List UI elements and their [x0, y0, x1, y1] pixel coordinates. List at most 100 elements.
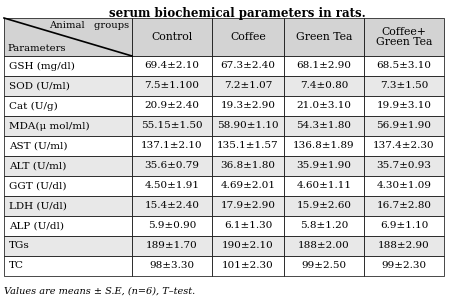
Bar: [4, 56, 132, 76]
Bar: [284, 116, 364, 136]
Bar: [364, 156, 444, 176]
Text: Parameters: Parameters: [7, 44, 65, 53]
Bar: [4, 196, 132, 216]
Bar: [132, 116, 212, 136]
Bar: [212, 56, 284, 76]
Text: LDH (U/dl): LDH (U/dl): [9, 201, 67, 210]
Text: GSH (mg/dl): GSH (mg/dl): [9, 61, 75, 71]
Bar: [132, 56, 212, 76]
Bar: [212, 216, 284, 236]
Bar: [4, 76, 132, 96]
Bar: [132, 136, 212, 156]
Text: Coffee+
Green Tea: Coffee+ Green Tea: [376, 27, 432, 47]
Text: 68.1±2.90: 68.1±2.90: [297, 62, 352, 70]
Text: 68.5±3.10: 68.5±3.10: [376, 62, 431, 70]
Bar: [364, 116, 444, 136]
Text: TGs: TGs: [9, 242, 30, 250]
Text: 98±3.30: 98±3.30: [149, 262, 194, 271]
Text: AST (U/ml): AST (U/ml): [9, 142, 67, 150]
Bar: [212, 76, 284, 96]
Text: 137.1±2.10: 137.1±2.10: [141, 142, 203, 150]
Text: 35.7±0.93: 35.7±0.93: [376, 162, 431, 171]
Text: 4.30±1.09: 4.30±1.09: [376, 182, 431, 191]
Bar: [284, 236, 364, 256]
Text: Coffee: Coffee: [230, 32, 266, 42]
Bar: [364, 18, 444, 56]
Text: serum biochemical parameters in rats.: serum biochemical parameters in rats.: [109, 7, 365, 20]
Bar: [4, 236, 132, 256]
Text: 99±2.30: 99±2.30: [382, 262, 427, 271]
Bar: [284, 96, 364, 116]
Bar: [4, 176, 132, 196]
Bar: [4, 96, 132, 116]
Bar: [132, 176, 212, 196]
Text: TC: TC: [9, 262, 24, 271]
Bar: [364, 136, 444, 156]
Text: 135.1±1.57: 135.1±1.57: [217, 142, 279, 150]
Text: 189±1.70: 189±1.70: [146, 242, 198, 250]
Text: Control: Control: [151, 32, 192, 42]
Text: Cat (U/g): Cat (U/g): [9, 101, 58, 111]
Bar: [212, 176, 284, 196]
Text: 99±2.50: 99±2.50: [301, 262, 346, 271]
Text: 67.3±2.40: 67.3±2.40: [220, 62, 275, 70]
Bar: [212, 136, 284, 156]
Text: 54.3±1.80: 54.3±1.80: [297, 121, 352, 130]
Text: 15.4±2.40: 15.4±2.40: [145, 201, 200, 210]
Text: 4.50±1.91: 4.50±1.91: [145, 182, 200, 191]
Text: 101±2.30: 101±2.30: [222, 262, 274, 271]
Text: 36.8±1.80: 36.8±1.80: [220, 162, 275, 171]
Bar: [364, 96, 444, 116]
Bar: [212, 18, 284, 56]
Text: Values are means ± S.E, (n=6), T–test.: Values are means ± S.E, (n=6), T–test.: [4, 287, 195, 296]
Bar: [364, 236, 444, 256]
Bar: [364, 176, 444, 196]
Bar: [4, 256, 132, 276]
Text: 4.60±1.11: 4.60±1.11: [297, 182, 352, 191]
Text: 16.7±2.80: 16.7±2.80: [376, 201, 431, 210]
Bar: [4, 216, 132, 236]
Bar: [284, 76, 364, 96]
Text: 55.15±1.50: 55.15±1.50: [141, 121, 203, 130]
Text: 136.8±1.89: 136.8±1.89: [293, 142, 355, 150]
Text: 6.9±1.10: 6.9±1.10: [380, 221, 428, 230]
Text: 35.9±1.90: 35.9±1.90: [297, 162, 352, 171]
Bar: [4, 136, 132, 156]
Bar: [364, 256, 444, 276]
Bar: [212, 116, 284, 136]
Text: ALP (U/dl): ALP (U/dl): [9, 221, 64, 230]
Text: Green Tea: Green Tea: [296, 32, 352, 42]
Text: 190±2.10: 190±2.10: [222, 242, 274, 250]
Bar: [284, 156, 364, 176]
Bar: [364, 216, 444, 236]
Bar: [284, 256, 364, 276]
Text: 56.9±1.90: 56.9±1.90: [376, 121, 431, 130]
Bar: [132, 216, 212, 236]
Text: 188±2.00: 188±2.00: [298, 242, 350, 250]
Bar: [212, 256, 284, 276]
Text: Animal   groups: Animal groups: [49, 21, 129, 30]
Text: 15.9±2.60: 15.9±2.60: [297, 201, 352, 210]
Text: 19.3±2.90: 19.3±2.90: [220, 101, 275, 111]
Bar: [132, 96, 212, 116]
Bar: [284, 176, 364, 196]
Bar: [284, 136, 364, 156]
Bar: [4, 156, 132, 176]
Bar: [212, 96, 284, 116]
Text: MDA(μ mol/ml): MDA(μ mol/ml): [9, 121, 90, 130]
Text: 21.0±3.10: 21.0±3.10: [297, 101, 352, 111]
Bar: [364, 196, 444, 216]
Text: 7.5±1.100: 7.5±1.100: [145, 82, 200, 91]
Text: 4.69±2.01: 4.69±2.01: [220, 182, 275, 191]
Bar: [4, 116, 132, 136]
Bar: [284, 18, 364, 56]
Text: 7.2±1.07: 7.2±1.07: [224, 82, 272, 91]
Text: 5.8±1.20: 5.8±1.20: [300, 221, 348, 230]
Bar: [132, 196, 212, 216]
Text: GGT (U/dl): GGT (U/dl): [9, 182, 66, 191]
Text: 17.9±2.90: 17.9±2.90: [220, 201, 275, 210]
Bar: [212, 196, 284, 216]
Text: 7.3±1.50: 7.3±1.50: [380, 82, 428, 91]
Bar: [132, 156, 212, 176]
Bar: [212, 236, 284, 256]
